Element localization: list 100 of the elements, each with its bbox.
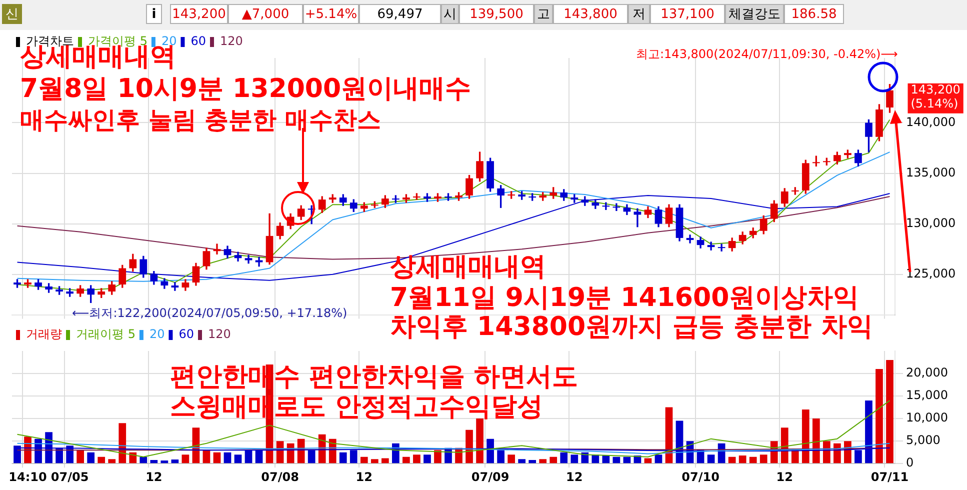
text: 저 [628, 4, 650, 24]
annotation: 7월8일 10시9분 132000원이내매수 [20, 74, 472, 104]
y-tick-label: 5,000 [906, 433, 940, 448]
legend-label: 거래량 [26, 327, 62, 342]
bar [812, 418, 820, 464]
bar [224, 452, 232, 464]
y-tick-label: 0 [906, 456, 914, 470]
annotation: 상세매매내역 [390, 252, 546, 282]
x-tick-label: 07/09 [471, 470, 510, 484]
bar [202, 450, 210, 464]
bar [570, 454, 578, 464]
bar [339, 452, 347, 464]
text: 고 [534, 4, 553, 24]
annotation: 143,200 (5.14%) [910, 82, 960, 110]
bar [876, 369, 883, 464]
candlestick [634, 208, 642, 228]
text: 139,500 [459, 4, 534, 24]
text: 신 [2, 4, 22, 24]
y-tick-label: 130,000 [906, 216, 956, 230]
bar [434, 450, 442, 464]
text: 체결강도 [725, 4, 784, 24]
x-tick-label: 12 [776, 470, 793, 484]
legend-label: 거래이평 5 [76, 327, 136, 342]
text: 137,100 [650, 4, 725, 24]
x-tick-label: 12 [566, 470, 583, 484]
x-tick-label: 07/10 [682, 470, 720, 484]
x-tick-label: 12 [356, 470, 372, 484]
legend-label: 20 [149, 327, 165, 342]
bar [402, 456, 410, 464]
text: +5.14% [303, 4, 359, 24]
legend-label: 60 [190, 34, 206, 48]
bar [171, 460, 179, 464]
candlestick [707, 242, 715, 250]
x-tick-label: 07/08 [261, 470, 299, 484]
x-tick-label: 07/11 [870, 470, 909, 484]
bar [213, 452, 221, 464]
bar [182, 454, 190, 464]
x-tick-label: 12 [146, 470, 162, 484]
candlestick [244, 254, 252, 264]
annotation: 7월11일 9시19분 141600원이상차익 [390, 283, 860, 313]
candlestick [718, 244, 726, 252]
bar [413, 454, 420, 464]
text: 143,800 [553, 4, 628, 24]
candlestick [612, 203, 620, 211]
bar [476, 418, 484, 464]
bar [234, 454, 242, 464]
bar [791, 450, 799, 464]
bar [539, 459, 547, 464]
bar [738, 455, 746, 464]
bar [623, 456, 631, 464]
annotation: 차익후 143800원까지 급등 충분한 차익 [390, 312, 873, 342]
y-tick-label: 135,000 [906, 165, 956, 180]
bar [886, 360, 894, 464]
bar [508, 454, 515, 464]
bar [108, 459, 116, 464]
text: 143,200 [170, 4, 228, 24]
candlestick [602, 202, 610, 210]
bar [360, 456, 368, 464]
text: ▲7,000 [228, 4, 303, 24]
bar [602, 455, 610, 464]
bar [728, 456, 736, 464]
bar [581, 452, 589, 464]
bar [76, 450, 84, 464]
bar [160, 460, 168, 464]
bar [98, 456, 106, 464]
annotation: 최고:143,800(2024/07/11,09:30, -0.42%)⟶ [636, 47, 898, 61]
candlestick [213, 244, 221, 254]
y-tick-label: 125,000 [906, 266, 956, 280]
y-tick-label: 140,000 [906, 114, 956, 129]
text: 69,497 [359, 4, 441, 24]
bar [370, 459, 378, 464]
bar [150, 460, 158, 464]
text: 186.58 [784, 4, 844, 24]
bar [550, 456, 558, 464]
bar [466, 430, 473, 464]
legend-label: 120 [208, 327, 231, 342]
x-tick-label: 07/05 [50, 470, 89, 484]
bar [518, 459, 526, 464]
annotation: ⟵최저:122,200(2024/07/05,09:50, +17.18%) [72, 306, 348, 320]
candlestick [171, 282, 179, 291]
bar [87, 452, 95, 464]
bar [612, 456, 620, 464]
bar [749, 456, 757, 464]
candlestick [686, 234, 694, 244]
bar [644, 458, 652, 464]
bar [707, 454, 715, 464]
bar [654, 454, 662, 464]
bar [381, 458, 389, 464]
annotation: 매수싸인후 눌림 충분한 매수찬스 [20, 106, 382, 134]
bar [528, 460, 536, 464]
candlestick [255, 256, 263, 267]
bar [560, 452, 568, 464]
bar [129, 452, 137, 464]
bar [424, 454, 431, 464]
legend-label: 120 [220, 34, 243, 48]
y-tick-label: 15,000 [906, 388, 948, 402]
legend-label: 60 [178, 327, 194, 342]
x-tick-label: 14:10 [8, 470, 47, 484]
y-tick-label: 10,000 [906, 410, 948, 425]
bar [760, 454, 768, 464]
